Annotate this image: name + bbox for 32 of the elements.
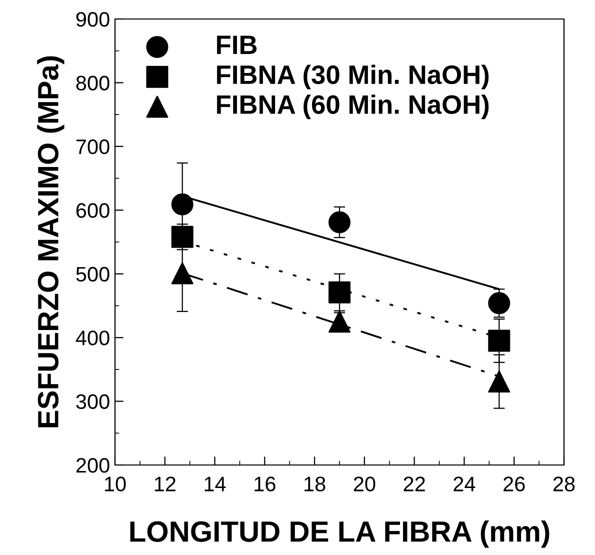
y-axis-title: ESFUERZO MAXIMO (MPa) [37, 56, 64, 428]
y-tick-label: 400 [76, 330, 110, 346]
point [328, 281, 350, 304]
x-tick-label: 24 [454, 476, 476, 492]
x-tick-label: 16 [254, 476, 276, 492]
y-tick-label: 300 [76, 394, 110, 410]
x-tick-label: 18 [304, 476, 326, 492]
point [171, 226, 194, 248]
point [328, 310, 350, 333]
point [488, 292, 510, 314]
x-tick-label: 26 [504, 476, 525, 492]
y-tick-label: 500 [76, 266, 110, 282]
legend-label: FIBNA (60 Min. NaOH) [217, 94, 489, 120]
point [488, 370, 510, 393]
x-tick-label: 10 [105, 476, 126, 492]
legend-label: FIB [217, 36, 257, 54]
y-tick-label: 200 [76, 458, 110, 473]
point [171, 193, 194, 216]
x-tick-label: 14 [204, 476, 226, 492]
y-tick-label: 800 [76, 76, 110, 90]
y-tick-label: 700 [76, 139, 110, 154]
y-tick-label: 600 [76, 203, 110, 218]
x-tick-label: 12 [154, 476, 176, 492]
point [488, 330, 510, 352]
point [171, 262, 194, 284]
legend-label: FIBNA (30 Min. NaOH) [217, 64, 489, 90]
x-tick-label: 22 [404, 476, 425, 492]
x-tick-label: 28 [553, 476, 575, 492]
point [328, 211, 350, 234]
y-tick-label: 900 [76, 12, 110, 27]
x-tick-label: 20 [354, 476, 376, 492]
x-axis-title: LONGITUD DE LA FIBRA (mm) [130, 520, 550, 548]
